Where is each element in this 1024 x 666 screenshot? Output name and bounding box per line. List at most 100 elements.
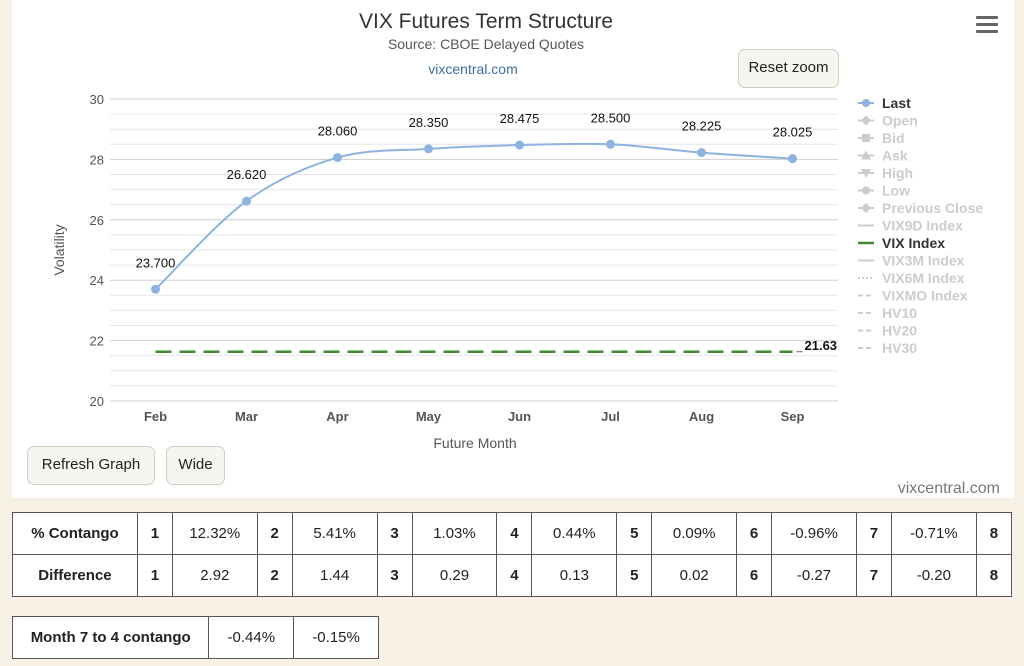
last-series-line	[154, 142, 793, 290]
x-tick-label: Jul	[601, 409, 620, 424]
legend-label[interactable]: High	[882, 165, 913, 181]
month-contango-label: Month 7 to 4 contango	[11, 616, 210, 659]
legend-label[interactable]: Low	[882, 183, 910, 199]
cell-value: 1.03%	[411, 512, 498, 555]
grid-layer	[110, 98, 838, 402]
legend-label[interactable]: HV30	[882, 340, 917, 356]
cell-value: 0.02	[651, 554, 738, 597]
legend-label[interactable]: Previous Close	[882, 200, 983, 216]
legend-item[interactable]: VIX6M Index	[858, 270, 965, 286]
legend-item[interactable]: Last	[858, 95, 911, 111]
row-label: Difference	[12, 554, 138, 597]
data-label: 23.700	[136, 255, 176, 270]
data-label: 28.025	[773, 125, 813, 140]
y-tick-label: 24	[90, 273, 104, 288]
x-axis-label: Future Month	[433, 435, 516, 451]
source-link[interactable]: vixcentral.com	[428, 61, 517, 77]
month-index: 7	[855, 512, 892, 555]
legend-item[interactable]: Low	[858, 183, 910, 199]
data-label: 28.225	[682, 119, 722, 134]
cell-value: 0.13	[531, 554, 618, 597]
legend-label[interactable]: Last	[882, 95, 911, 111]
data-label: 28.475	[500, 111, 540, 126]
cell-value: 0.09%	[651, 512, 738, 555]
wide-button[interactable]: Wide	[166, 446, 225, 485]
last-point[interactable]	[606, 139, 615, 149]
x-tick-label: Sep	[781, 409, 805, 424]
chart-svg: VIX Futures Term Structure Source: CBOE …	[51, 10, 1000, 497]
month-contango-value-2: -0.15%	[293, 616, 379, 659]
legend-item[interactable]: Ask	[858, 148, 908, 164]
legend-item[interactable]: HV30	[858, 340, 917, 356]
legend-item[interactable]: VIX9D Index	[858, 218, 963, 234]
legend-label[interactable]: Bid	[882, 130, 905, 146]
x-tick-label: May	[416, 409, 442, 424]
axis-layer: 30 28 26 24 22 20 Feb Mar Apr May Jun Jul Aug Sep	[90, 92, 805, 424]
cell-value: -0.20	[890, 554, 977, 597]
month-index: 1	[136, 554, 173, 597]
cell-value: 0.29	[411, 554, 498, 597]
row-label: % Contango	[12, 512, 138, 555]
month-row: Month 7 to 4 contango -0.44% -0.15%	[11, 616, 379, 659]
cell-value: -0.27	[771, 554, 857, 597]
month-index: 2	[256, 512, 293, 555]
cell-value: 5.41%	[291, 512, 378, 555]
legend-item[interactable]: Previous Close	[858, 200, 983, 216]
month-index: 8	[975, 512, 1013, 555]
menu-icon[interactable]	[976, 16, 998, 34]
month-index: 1	[136, 512, 173, 555]
series-layer: 23.700 26.620 28.060 28.350 28.475 28.500 28.2…	[136, 110, 837, 354]
contango-table: % Contango 1 12.32% 2 5.41% 3 1.03% 4 0.44% 5 0.09…	[12, 512, 1013, 597]
data-label: 28.500	[591, 110, 631, 125]
legend-item[interactable]: Open	[858, 113, 918, 129]
cell-value: 0.44%	[531, 512, 618, 555]
legend-label[interactable]: VIX6M Index	[882, 270, 965, 286]
month-index: 6	[736, 554, 773, 597]
contango-row: Difference 1 2.92 2 1.44 3 0.29 4 0.13 5 0.02 6 -0.2…	[12, 554, 1013, 597]
y-tick-label: 26	[90, 213, 104, 228]
legend-label[interactable]: HV20	[882, 323, 917, 339]
last-point[interactable]	[697, 148, 706, 158]
month-index: 3	[376, 512, 413, 555]
refresh-graph-button[interactable]: Refresh Graph	[27, 446, 155, 485]
legend-item[interactable]: High	[858, 165, 913, 181]
last-point[interactable]	[151, 284, 160, 294]
month-index: 4	[496, 512, 533, 555]
legend-label[interactable]: Ask	[882, 148, 908, 164]
data-label: 28.350	[409, 115, 449, 130]
y-tick-label: 30	[90, 92, 104, 107]
month-index: 2	[256, 554, 293, 597]
last-point[interactable]	[333, 153, 342, 163]
legend-label[interactable]: VIX3M Index	[882, 253, 965, 269]
chart-subtitle: Source: CBOE Delayed Quotes	[388, 36, 584, 52]
reset-zoom-button[interactable]: Reset zoom	[738, 49, 839, 88]
legend-label[interactable]: VIXMO Index	[882, 288, 968, 304]
legend-label[interactable]: VIX Index	[882, 235, 945, 251]
legend-item[interactable]: Bid	[858, 130, 905, 146]
month-index: 5	[616, 512, 653, 555]
legend-item[interactable]: VIX3M Index	[858, 253, 965, 269]
last-point[interactable]	[242, 196, 251, 206]
x-tick-label: Apr	[326, 409, 348, 424]
cell-value: -0.71%	[890, 512, 977, 555]
legend-item[interactable]: HV10	[858, 305, 917, 321]
last-point[interactable]	[515, 140, 524, 150]
y-tick-label: 28	[90, 152, 104, 167]
data-label: 28.060	[318, 124, 358, 139]
legend-item[interactable]: VIXMO Index	[858, 288, 968, 304]
legend-item[interactable]: HV20	[858, 323, 917, 339]
month-index: 8	[975, 554, 1013, 597]
month-contango-value-1: -0.44%	[208, 616, 295, 659]
last-point[interactable]	[424, 144, 433, 154]
legend-label[interactable]: Open	[882, 113, 918, 129]
legend-label[interactable]: VIX9D Index	[882, 218, 963, 234]
legend-label[interactable]: HV10	[882, 305, 917, 321]
y-axis-label: Volatility	[51, 224, 67, 275]
x-tick-label: Feb	[144, 409, 167, 424]
cell-value: 12.32%	[171, 512, 258, 555]
last-point[interactable]	[788, 154, 797, 164]
x-tick-label: Jun	[508, 409, 531, 424]
x-tick-label: Mar	[235, 409, 258, 424]
legend-item[interactable]: VIX Index	[858, 235, 945, 251]
